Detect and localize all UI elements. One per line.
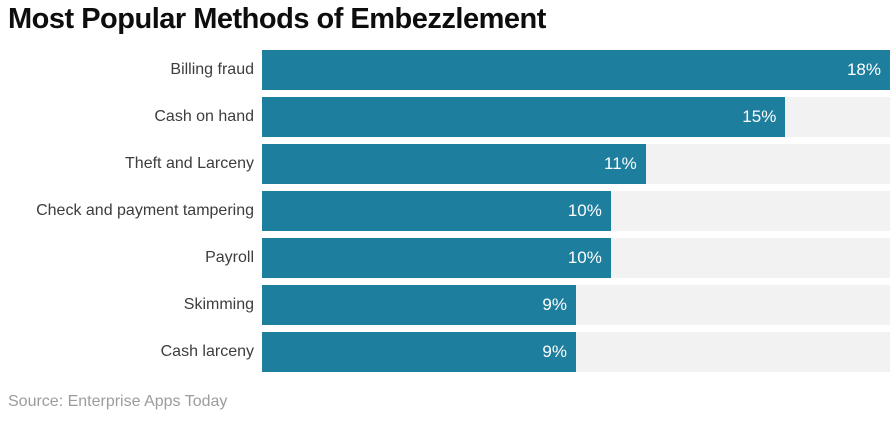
category-label: Skimming <box>183 296 254 313</box>
category-label: Cash on hand <box>154 108 254 125</box>
chart-row: Skimming 9% <box>0 285 890 325</box>
chart-row: Cash larceny 9% <box>0 332 890 372</box>
bar-track: 10% <box>262 238 890 278</box>
value-label: 9% <box>542 342 567 361</box>
value-label: 10% <box>567 248 602 267</box>
source-note: Source: Enterprise Apps Today <box>8 393 228 410</box>
bar-track: 9% <box>262 285 890 325</box>
chart-row: Check and payment tampering 10% <box>0 191 890 231</box>
chart-row: Billing fraud 18% <box>0 50 890 90</box>
bar: 9% <box>262 332 576 372</box>
bar: 15% <box>262 97 786 137</box>
bar-chart: Billing fraud 18% Cash on hand 15% Theft and… <box>0 50 890 372</box>
bar-track: 11% <box>262 144 890 184</box>
value-label: 10% <box>567 201 602 220</box>
category-label: Theft and Larceny <box>125 155 254 172</box>
chart-row: Theft and Larceny 11% <box>0 144 890 184</box>
bar: 9% <box>262 285 576 325</box>
bar-track: 10% <box>262 191 890 231</box>
value-label: 15% <box>742 107 777 126</box>
value-label: 9% <box>542 295 567 314</box>
bar: 10% <box>262 191 611 231</box>
chart-title: Most Popular Methods of Embezzlement <box>8 3 546 35</box>
category-label: Cash larceny <box>160 343 254 360</box>
bar: 18% <box>262 50 890 90</box>
bar-track: 15% <box>262 97 890 137</box>
category-label: Payroll <box>205 249 254 266</box>
bar-track: 18% <box>262 50 890 90</box>
value-label: 18% <box>846 60 881 79</box>
value-label: 11% <box>604 154 637 173</box>
bar-track: 9% <box>262 332 890 372</box>
bar: 10% <box>262 238 611 278</box>
category-label: Billing fraud <box>170 61 254 78</box>
chart-row: Cash on hand 15% <box>0 97 890 137</box>
category-label: Check and payment tampering <box>36 202 254 219</box>
chart-row: Payroll 10% <box>0 238 890 278</box>
bar: 11% <box>262 144 646 184</box>
